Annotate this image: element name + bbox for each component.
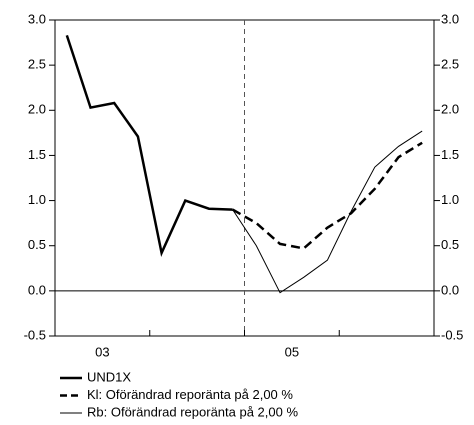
- y-tick-label: 1.5: [28, 147, 46, 162]
- y2-tick-label: 2.0: [441, 102, 459, 117]
- y-tick-label: 0.5: [28, 237, 46, 252]
- y2-tick-label: 1.0: [441, 192, 459, 207]
- y-tick-label: 3.0: [28, 11, 46, 26]
- y2-tick-label: 0.5: [441, 237, 459, 252]
- y-tick-label: 0.0: [28, 282, 46, 297]
- y2-tick-label: 0.0: [441, 282, 459, 297]
- y-tick-label: 1.0: [28, 192, 46, 207]
- legend-label: Rb: Oförändrad reporänta på 2,00 %: [87, 404, 298, 419]
- y-tick-label: -0.5: [24, 327, 46, 342]
- legend-label: UND1X: [87, 369, 131, 384]
- series-line: [232, 130, 423, 294]
- y-tick-label: 2.5: [28, 57, 46, 72]
- y2-tick-label: 3.0: [441, 11, 459, 26]
- y2-tick-label: -0.5: [441, 327, 463, 342]
- y2-tick-label: 2.5: [441, 57, 459, 72]
- y-tick-label: 2.0: [28, 102, 46, 117]
- x-tick-label: 03: [95, 344, 109, 359]
- legend-label: Kl: Oförändrad reporänta på 2,00 %: [87, 387, 293, 402]
- series-line: [232, 141, 423, 250]
- series-line: [65, 34, 233, 257]
- y2-tick-label: 1.5: [441, 147, 459, 162]
- x-tick-label: 05: [285, 344, 299, 359]
